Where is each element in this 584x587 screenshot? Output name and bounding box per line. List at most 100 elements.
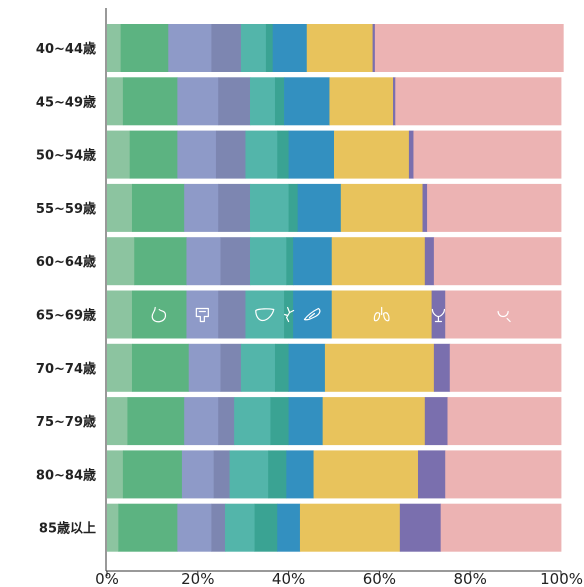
bar-segment-2-1 bbox=[107, 77, 124, 126]
bars-layer bbox=[107, 24, 564, 552]
category-label: 55~59歳 bbox=[36, 201, 96, 217]
bar-segment-7-1 bbox=[107, 343, 133, 392]
bar-segment-5-10 bbox=[433, 237, 562, 286]
bar-segment-2-6 bbox=[274, 77, 285, 126]
bar-segment-6-2 bbox=[131, 290, 187, 339]
bar-segment-8-7 bbox=[288, 397, 324, 446]
uterus-icon bbox=[431, 308, 446, 323]
bar-segment-9-10 bbox=[445, 450, 562, 499]
bar-segment-7-4 bbox=[220, 343, 242, 392]
bar-segment-6-3 bbox=[186, 290, 219, 339]
bar-segment-9-8 bbox=[313, 450, 419, 499]
bar-segment-4-5 bbox=[250, 183, 289, 232]
bar-segment-3-9 bbox=[408, 130, 414, 179]
category-label: 80~84歳 bbox=[36, 467, 96, 483]
bar-segment-7-3 bbox=[188, 343, 221, 392]
bar-segment-3-5 bbox=[245, 130, 278, 179]
intestine-icon bbox=[195, 307, 209, 323]
bar-segment-1-3 bbox=[168, 24, 212, 72]
lung-icon bbox=[373, 306, 390, 322]
bar-segment-10-3 bbox=[177, 503, 212, 552]
bar-segment-3-1 bbox=[107, 130, 131, 179]
bar-segment-4-4 bbox=[218, 183, 251, 232]
bar-segment-5-5 bbox=[250, 237, 287, 286]
bar-segment-9-3 bbox=[181, 450, 215, 499]
bar-segment-2-5 bbox=[250, 77, 276, 126]
bar-segment-7-8 bbox=[324, 343, 435, 392]
bar-segment-9-2 bbox=[122, 450, 183, 499]
bar-segment-1-5 bbox=[240, 24, 267, 72]
bar-segment-9-9 bbox=[417, 450, 446, 499]
bar-segment-8-10 bbox=[447, 397, 562, 446]
x-tick-label: 60% bbox=[363, 570, 396, 587]
bar-segment-4-2 bbox=[131, 183, 185, 232]
bar-segment-3-7 bbox=[288, 130, 335, 179]
bar-segment-1-9 bbox=[372, 24, 376, 72]
bar-segment-7-7 bbox=[288, 343, 326, 392]
bar-segment-10-6 bbox=[254, 503, 278, 552]
bar-segment-3-8 bbox=[334, 130, 410, 179]
bar-segment-3-3 bbox=[177, 130, 217, 179]
gallbladder-pancreas-icon bbox=[284, 306, 295, 323]
category-label: 65~69歳 bbox=[36, 308, 96, 324]
bar-segment-3-2 bbox=[129, 130, 178, 179]
bar-segment-1-10 bbox=[374, 24, 564, 72]
bar-segment-3-4 bbox=[215, 130, 246, 179]
pancreas-icon bbox=[303, 307, 321, 321]
bar-segment-10-7 bbox=[277, 503, 301, 552]
bar-segment-9-4 bbox=[213, 450, 230, 499]
bar-segment-10-5 bbox=[225, 503, 255, 552]
bar-segment-7-9 bbox=[433, 343, 451, 392]
bar-segment-6-10 bbox=[445, 290, 562, 339]
bar-segment-2-4 bbox=[218, 77, 251, 126]
bar-segment-4-7 bbox=[297, 183, 342, 232]
bar-segment-3-6 bbox=[277, 130, 289, 179]
category-label: 75~79歳 bbox=[36, 414, 96, 430]
liver-icon bbox=[255, 308, 275, 322]
bar-segment-6-4 bbox=[218, 290, 246, 339]
bar-segment-8-8 bbox=[322, 397, 426, 446]
x-tick-label: 20% bbox=[181, 570, 214, 587]
x-ticks: 0% 20% 40% 60% 80% 100% bbox=[95, 570, 583, 587]
bar-segment-10-4 bbox=[211, 503, 226, 552]
bar-segment-2-2 bbox=[122, 77, 178, 126]
bar-segment-5-2 bbox=[134, 237, 187, 286]
bar-segment-1-7 bbox=[272, 24, 308, 72]
bar-segment-5-9 bbox=[424, 237, 435, 286]
breast-icon bbox=[497, 310, 511, 323]
category-labels: 40~44歳 45~49歳 50~54歳 55~59歳 60~64歳 65~69歳 70~7… bbox=[36, 41, 96, 537]
bar-segment-1-4 bbox=[211, 24, 242, 72]
bar-segment-2-9 bbox=[393, 77, 396, 126]
bar-segment-8-9 bbox=[424, 397, 448, 446]
bar-segment-10-9 bbox=[399, 503, 442, 552]
bar-segment-4-8 bbox=[340, 183, 423, 232]
bar-segment-9-6 bbox=[268, 450, 287, 499]
bar-segment-2-8 bbox=[329, 77, 394, 126]
bar-segment-6-1 bbox=[107, 290, 133, 339]
bar-segment-10-10 bbox=[440, 503, 562, 552]
bar-segment-5-1 bbox=[107, 237, 135, 286]
bar-segment-10-1 bbox=[107, 503, 119, 552]
category-label: 60~64歳 bbox=[36, 254, 96, 270]
bar-segment-8-5 bbox=[234, 397, 271, 446]
bar-segment-1-1 bbox=[107, 24, 122, 72]
bar-segment-8-3 bbox=[184, 397, 219, 446]
category-label: 40~44歳 bbox=[36, 41, 96, 57]
x-tick-label: 100% bbox=[540, 570, 583, 587]
bar-segment-5-7 bbox=[293, 237, 333, 286]
bar-segment-8-1 bbox=[107, 397, 128, 446]
bar-segment-5-4 bbox=[220, 237, 251, 286]
bar-segment-4-6 bbox=[288, 183, 299, 232]
x-tick-label: 40% bbox=[272, 570, 305, 587]
bar-segment-5-8 bbox=[331, 237, 426, 286]
bar-segment-2-7 bbox=[284, 77, 330, 126]
bar-segment-7-10 bbox=[449, 343, 562, 392]
bar-segment-3-10 bbox=[413, 130, 562, 179]
bar-segment-10-8 bbox=[299, 503, 401, 552]
bar-segment-9-1 bbox=[107, 450, 124, 499]
stomach-icon bbox=[151, 306, 167, 323]
bar-segment-6-5 bbox=[245, 290, 285, 339]
x-tick-label: 0% bbox=[95, 570, 119, 587]
category-label: 50~54歳 bbox=[36, 148, 96, 164]
